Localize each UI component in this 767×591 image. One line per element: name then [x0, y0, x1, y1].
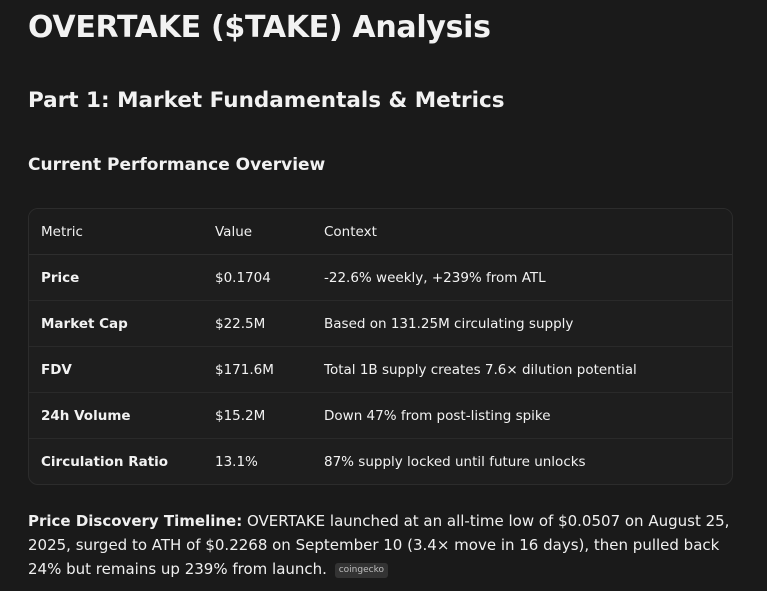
context-cell: Based on 131.25M circulating supply — [324, 315, 574, 332]
table-row: Price $0.1704 -22.6% weekly, +239% from … — [29, 255, 732, 301]
timeline-text: OVERTAKE launched at an all-time low of … — [28, 512, 730, 578]
table-row: Market Cap $22.5M Based on 131.25M circu… — [29, 301, 732, 347]
context-cell: 87% supply locked until future unlocks — [324, 453, 586, 470]
context-cell: Total 1B supply creates 7.6× dilution po… — [324, 361, 637, 378]
value-cell: $0.1704 — [215, 269, 271, 286]
page-title: OVERTAKE ($TAKE) Analysis — [28, 10, 491, 45]
value-cell: $15.2M — [215, 407, 266, 424]
metric-cell: Market Cap — [41, 315, 128, 332]
context-cell: -22.6% weekly, +239% from ATL — [324, 269, 546, 286]
section-title: Part 1: Market Fundamentals & Metrics — [28, 88, 505, 113]
column-header-value: Value — [215, 223, 253, 240]
metrics-table-container: Metric Value Context Price $0.1704 -22.6… — [28, 208, 733, 485]
timeline-paragraph: Price Discovery Timeline: OVERTAKE launc… — [28, 509, 735, 581]
table-header-row: Metric Value Context — [29, 209, 732, 255]
subsection-title: Current Performance Overview — [28, 155, 326, 175]
column-header-context: Context — [324, 223, 377, 240]
value-cell: $22.5M — [215, 315, 266, 332]
source-citation-link[interactable]: coingecko — [334, 563, 388, 578]
metric-cell: 24h Volume — [41, 407, 131, 424]
metric-cell: Circulation Ratio — [41, 453, 169, 470]
column-header-metric: Metric — [41, 223, 83, 240]
table-row: 24h Volume $15.2M Down 47% from post-lis… — [29, 393, 732, 439]
metric-cell: FDV — [41, 361, 72, 378]
value-cell: $171.6M — [215, 361, 274, 378]
metric-cell: Price — [41, 269, 80, 286]
timeline-label: Price Discovery Timeline: — [28, 512, 243, 530]
metrics-table: Metric Value Context Price $0.1704 -22.6… — [29, 209, 732, 484]
value-cell: 13.1% — [215, 453, 258, 470]
table-row: FDV $171.6M Total 1B supply creates 7.6×… — [29, 347, 732, 393]
table-row: Circulation Ratio 13.1% 87% supply locke… — [29, 439, 732, 485]
context-cell: Down 47% from post-listing spike — [324, 407, 551, 424]
